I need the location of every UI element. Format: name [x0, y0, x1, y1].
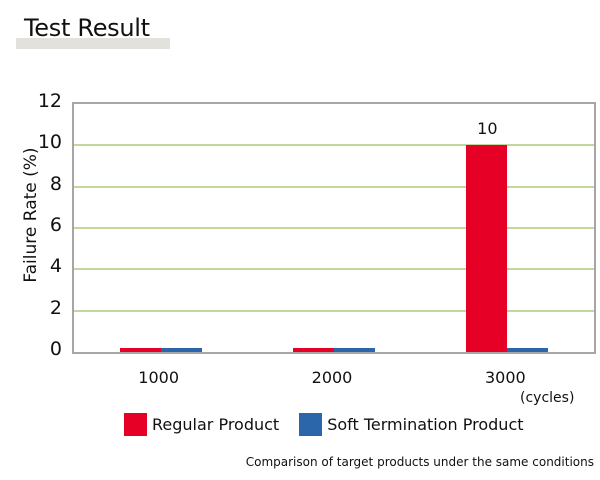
- y-tick-label: 0: [49, 338, 62, 360]
- y-tick-label: 2: [49, 296, 62, 319]
- chart-caption: Comparison of target products under the …: [245, 455, 594, 469]
- legend-label-soft: Soft Termination Product: [327, 415, 524, 434]
- bar: [119, 347, 161, 352]
- gridline: [74, 185, 594, 188]
- legend-swatch-soft: [299, 413, 323, 436]
- bar: [293, 347, 334, 352]
- gridline: [74, 227, 594, 229]
- y-tick-label: 12: [37, 90, 62, 112]
- legend-swatch-regular: [124, 413, 147, 436]
- y-tick-label: 8: [49, 172, 62, 195]
- bar: [507, 347, 549, 352]
- bar: [334, 347, 375, 352]
- y-tick-label: 4: [49, 255, 62, 278]
- bar: [160, 347, 202, 352]
- legend-label-regular: Regular Product: [152, 415, 280, 434]
- bar: [466, 145, 508, 352]
- y-tick-label: 6: [49, 214, 62, 236]
- plot-area: 10: [72, 102, 596, 354]
- gridline: [74, 144, 594, 147]
- y-tick-label: 10: [37, 131, 62, 154]
- page-title: Test Result: [24, 14, 150, 42]
- legend: Regular Product Soft Termination Product: [124, 413, 544, 436]
- gridline: [74, 309, 594, 312]
- x-tick-label: 1000: [138, 368, 180, 387]
- legend-item-regular: Regular Product: [124, 413, 279, 436]
- legend-item-soft: Soft Termination Product: [299, 413, 524, 436]
- x-tick-label: 2000: [311, 368, 353, 387]
- x-axis-unit: (cycles): [520, 390, 575, 406]
- data-label: 10: [477, 119, 498, 139]
- title-underline: [16, 38, 170, 49]
- x-tick-label: 3000: [484, 368, 526, 387]
- gridline: [74, 268, 594, 271]
